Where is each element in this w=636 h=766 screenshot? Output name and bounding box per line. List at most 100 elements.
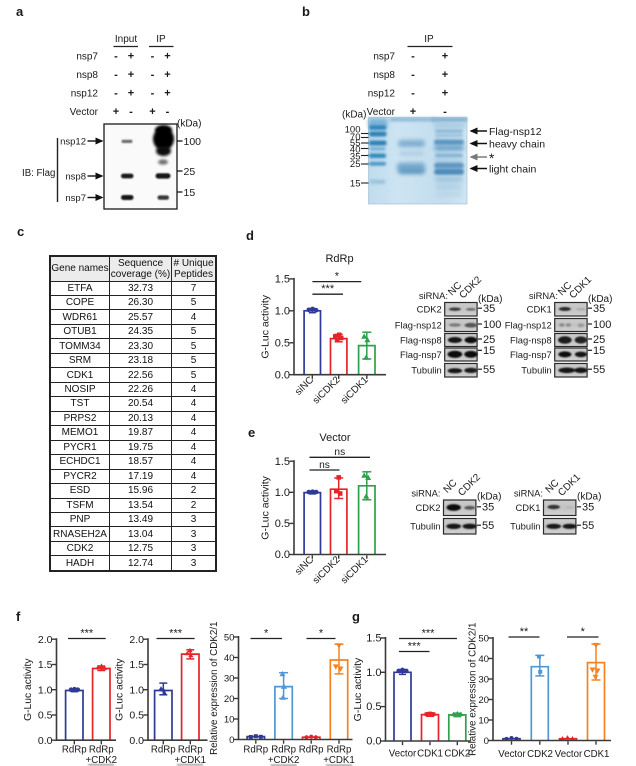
svg-text:-: - <box>151 88 155 100</box>
svg-text:+CDK2: +CDK2 <box>268 755 300 766</box>
svg-text:-: - <box>443 106 447 118</box>
svg-text:siCDK1: siCDK1 <box>339 374 371 406</box>
svg-text:nsp7: nsp7 <box>65 193 86 204</box>
svg-text:35: 35 <box>482 502 494 514</box>
svg-text:nsp12: nsp12 <box>60 137 86 148</box>
svg-text:40: 40 <box>350 144 361 155</box>
svg-text:1.5: 1.5 <box>275 456 290 468</box>
svg-text:1.5: 1.5 <box>129 659 144 671</box>
svg-text:10: 10 <box>478 716 489 727</box>
svg-text:RdRp: RdRp <box>325 253 353 265</box>
svg-text:IP: IP <box>424 34 434 45</box>
svg-text:25: 25 <box>184 166 196 178</box>
svg-text:35: 35 <box>350 151 361 162</box>
svg-text:**: ** <box>520 626 529 638</box>
svg-text:Input: Input <box>115 34 137 45</box>
svg-text:G-Luc activity: G-Luc activity <box>260 475 272 539</box>
svg-text:***: *** <box>422 627 436 639</box>
svg-text:-: - <box>411 51 415 63</box>
svg-text:15: 15 <box>350 178 361 189</box>
svg-text:Vector: Vector <box>389 749 417 760</box>
svg-text:nsp12: nsp12 <box>368 89 396 100</box>
svg-text:0.5: 0.5 <box>275 337 290 349</box>
svg-text:Relative expression of CDK2/1: Relative expression of CDK2/1 <box>209 621 220 754</box>
svg-text:1.0: 1.0 <box>129 684 144 696</box>
svg-text:+: + <box>164 51 170 63</box>
svg-text:Tubulin: Tubulin <box>510 521 540 532</box>
svg-text:+CDK1: +CDK1 <box>323 755 355 766</box>
svg-text:siCDK1: siCDK1 <box>339 554 371 586</box>
svg-text:+: + <box>113 106 119 118</box>
svg-text:15: 15 <box>184 187 196 199</box>
svg-text:55: 55 <box>582 520 594 532</box>
svg-text:(kDa): (kDa) <box>588 294 612 305</box>
svg-text:Flag-nsp12: Flag-nsp12 <box>395 319 442 330</box>
svg-text:siRNA:: siRNA: <box>419 290 448 301</box>
svg-text:+: + <box>164 69 170 81</box>
svg-text:100: 100 <box>184 136 202 148</box>
svg-text:siCDK2: siCDK2 <box>311 374 343 406</box>
svg-text:+: + <box>442 88 448 100</box>
svg-text:+: + <box>128 69 134 81</box>
svg-text:IB: Flag: IB: Flag <box>22 168 55 179</box>
svg-text:CDK1: CDK1 <box>527 304 552 315</box>
svg-text:1.0: 1.0 <box>366 667 381 679</box>
svg-text:nsp8: nsp8 <box>373 70 395 81</box>
svg-text:+: + <box>410 106 416 118</box>
svg-text:+: + <box>164 88 170 100</box>
svg-text:CDK2: CDK2 <box>417 304 442 315</box>
svg-text:70: 70 <box>350 132 361 143</box>
svg-text:1.5: 1.5 <box>275 274 290 286</box>
svg-text:25: 25 <box>350 159 361 170</box>
svg-text:Tubulin: Tubulin <box>411 365 441 376</box>
svg-text:15: 15 <box>483 345 495 357</box>
svg-text:50: 50 <box>224 633 235 644</box>
svg-text:+: + <box>442 69 448 81</box>
svg-text:RdRp: RdRp <box>89 745 114 756</box>
svg-text:-: - <box>166 106 170 118</box>
svg-text:0.0: 0.0 <box>275 549 290 561</box>
svg-text:-: - <box>411 69 415 81</box>
svg-text:CDK1: CDK1 <box>417 749 443 760</box>
svg-text:G-Luc activity: G-Luc activity <box>115 658 126 721</box>
svg-text:CDK1: CDK1 <box>515 502 540 513</box>
svg-text:10: 10 <box>224 715 235 726</box>
svg-text:50: 50 <box>478 634 489 645</box>
svg-text:-: - <box>151 69 155 81</box>
svg-text:0.5: 0.5 <box>129 710 144 722</box>
svg-text:30: 30 <box>478 675 489 686</box>
svg-text:+: + <box>149 106 155 118</box>
svg-text:Flag-nsp7: Flag-nsp7 <box>510 349 552 360</box>
svg-text:35: 35 <box>593 303 605 315</box>
svg-text:Tubulin: Tubulin <box>410 521 440 532</box>
svg-text:ns: ns <box>319 460 330 471</box>
svg-text:40: 40 <box>478 654 489 665</box>
svg-text:nsp7: nsp7 <box>373 52 395 63</box>
svg-text:0.0: 0.0 <box>275 369 290 381</box>
svg-text:-: - <box>151 51 155 63</box>
svg-text:0.0: 0.0 <box>129 735 144 747</box>
svg-text:+CDK1: +CDK1 <box>175 755 207 766</box>
svg-text:NC: NC <box>442 478 460 496</box>
svg-text:nsp12: nsp12 <box>71 89 99 100</box>
svg-text:Flag-nsp12: Flag-nsp12 <box>489 126 542 138</box>
svg-text:CDK2: CDK2 <box>444 749 470 760</box>
svg-text:100: 100 <box>345 124 361 135</box>
svg-text:***: *** <box>408 640 422 652</box>
svg-text:Vector: Vector <box>70 107 99 118</box>
svg-text:(kDa): (kDa) <box>177 119 201 130</box>
svg-text:***: *** <box>169 627 183 639</box>
svg-text:c: c <box>17 224 24 239</box>
svg-text:*: * <box>335 270 340 282</box>
svg-text:100: 100 <box>483 319 501 331</box>
svg-text:1.5: 1.5 <box>38 659 53 671</box>
svg-text:*: * <box>319 627 324 639</box>
svg-text:15: 15 <box>593 345 605 357</box>
svg-text:55: 55 <box>482 520 494 532</box>
svg-text:*: * <box>581 626 586 638</box>
svg-text:(kDa): (kDa) <box>478 294 502 305</box>
svg-text:Vector: Vector <box>498 749 526 760</box>
svg-text:e: e <box>248 425 255 440</box>
svg-text:20: 20 <box>478 695 489 706</box>
svg-text:Relative expression of CDK2/1: Relative expression of CDK2/1 <box>467 622 478 755</box>
